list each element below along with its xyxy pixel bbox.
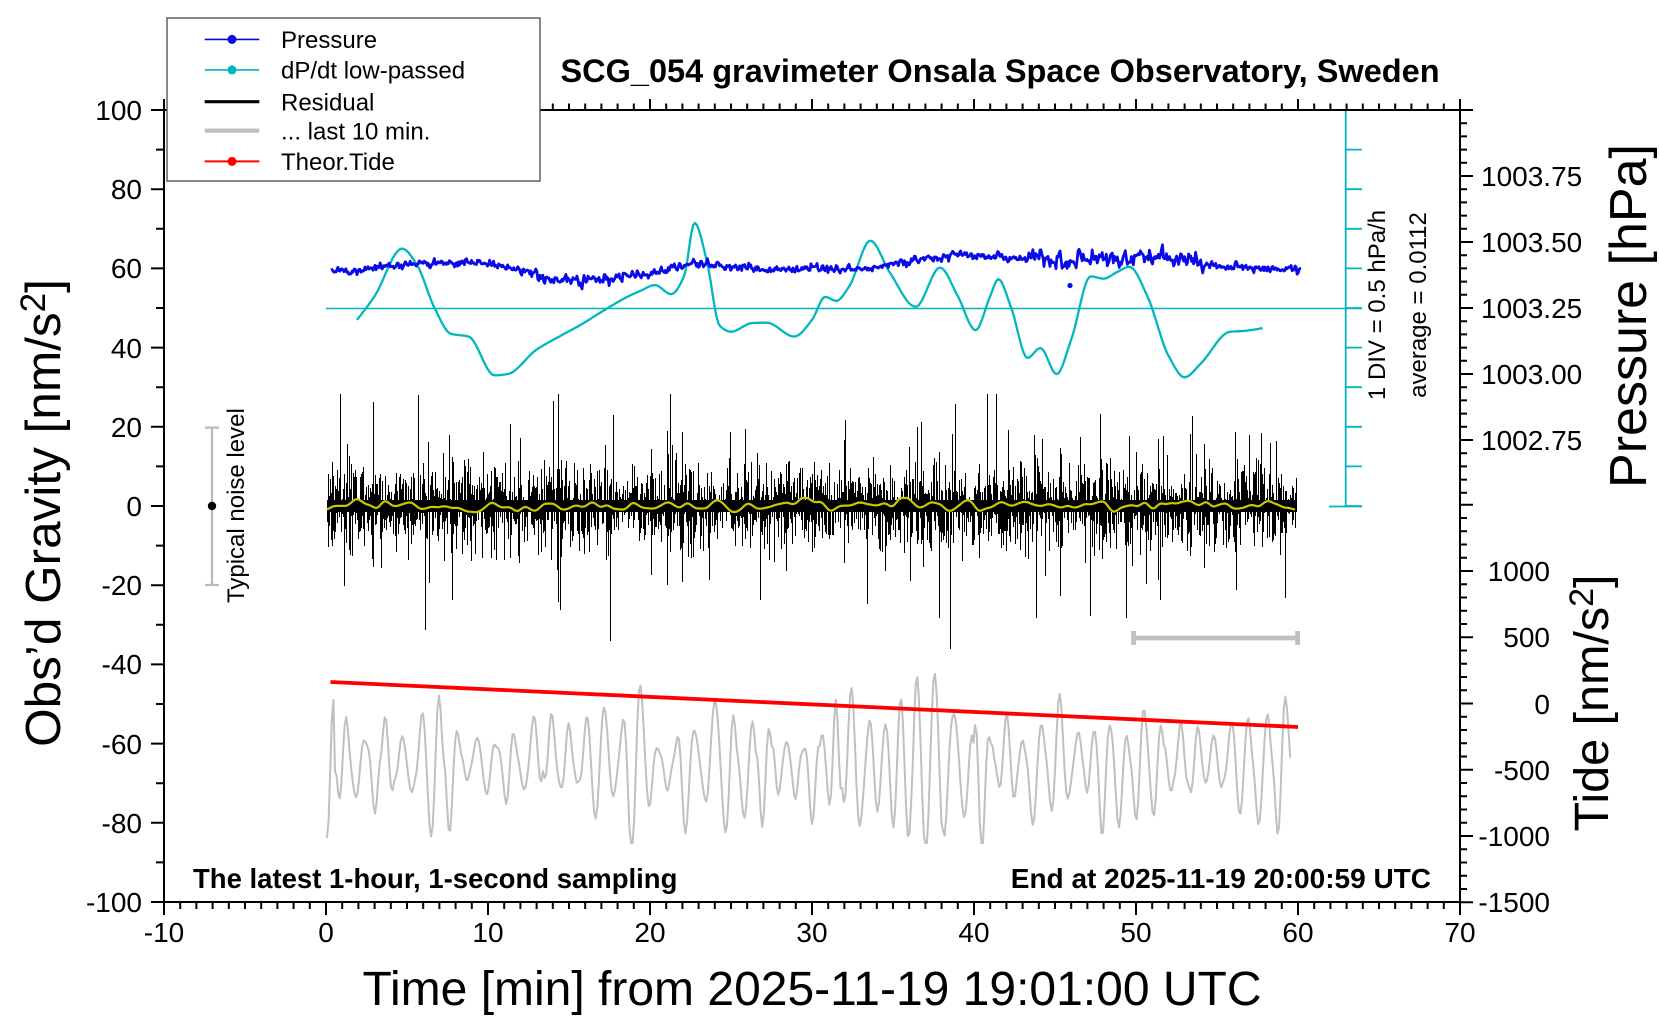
svg-text:1003.00: 1003.00	[1481, 359, 1582, 390]
svg-text:Pressure: Pressure	[281, 27, 377, 54]
svg-text:End at 2025-11-19 20:00:59 UTC: End at 2025-11-19 20:00:59 UTC	[1011, 863, 1431, 894]
svg-text:-20: -20	[102, 570, 142, 601]
svg-text:500: 500	[1503, 622, 1550, 653]
svg-text:-60: -60	[102, 729, 142, 760]
svg-text:20: 20	[111, 412, 142, 443]
svg-text:-1500: -1500	[1478, 887, 1550, 918]
svg-text:Tide [nm/s2]: Tide [nm/s2]	[1563, 574, 1619, 831]
svg-text:-40: -40	[102, 649, 142, 680]
svg-text:dP/dt low-passed: dP/dt low-passed	[281, 58, 465, 85]
svg-text:-10: -10	[144, 917, 184, 948]
svg-text:0: 0	[318, 917, 334, 948]
svg-text:1003.25: 1003.25	[1481, 293, 1582, 324]
svg-text:1 DIV = 0.5 hPa/h: 1 DIV = 0.5 hPa/h	[1364, 210, 1391, 400]
svg-text:-100: -100	[86, 887, 142, 918]
svg-text:1003.50: 1003.50	[1481, 227, 1582, 258]
svg-text:80: 80	[111, 174, 142, 205]
svg-text:Theor.Tide: Theor.Tide	[281, 149, 395, 176]
svg-text:-1000: -1000	[1478, 821, 1550, 852]
svg-text:1003.75: 1003.75	[1481, 161, 1582, 192]
svg-text:20: 20	[634, 917, 665, 948]
svg-text:1000: 1000	[1488, 556, 1550, 587]
svg-text:10: 10	[472, 917, 503, 948]
svg-text:40: 40	[111, 333, 142, 364]
svg-text:60: 60	[1282, 917, 1313, 948]
svg-text:-80: -80	[102, 808, 142, 839]
svg-text:40: 40	[958, 917, 989, 948]
svg-text:1002.75: 1002.75	[1481, 425, 1582, 456]
svg-text:Time [min] from 2025-11-19 19:: Time [min] from 2025-11-19 19:01:00 UTC	[362, 963, 1261, 1016]
svg-text:... last 10 min.: ... last 10 min.	[281, 118, 430, 145]
svg-text:Obs’d Gravity [nm/s2]: Obs’d Gravity [nm/s2]	[14, 279, 71, 747]
svg-text:50: 50	[1120, 917, 1151, 948]
svg-text:Typical noise level: Typical noise level	[223, 408, 250, 603]
svg-text:average = 0.0112: average = 0.0112	[1405, 212, 1432, 398]
svg-text:70: 70	[1444, 917, 1475, 948]
svg-text:The latest 1-hour, 1-second sa: The latest 1-hour, 1-second sampling	[193, 863, 677, 894]
svg-text:0: 0	[126, 491, 142, 522]
svg-text:-500: -500	[1494, 755, 1550, 786]
svg-text:100: 100	[95, 95, 142, 126]
svg-text:60: 60	[111, 253, 142, 284]
svg-text:SCG_054 gravimeter Onsala Spac: SCG_054 gravimeter Onsala Space Observat…	[560, 53, 1439, 89]
svg-text:30: 30	[796, 917, 827, 948]
svg-text:0: 0	[1534, 689, 1550, 720]
svg-text:Pressure [hPa]: Pressure [hPa]	[1600, 144, 1658, 488]
svg-text:Residual: Residual	[281, 89, 374, 116]
